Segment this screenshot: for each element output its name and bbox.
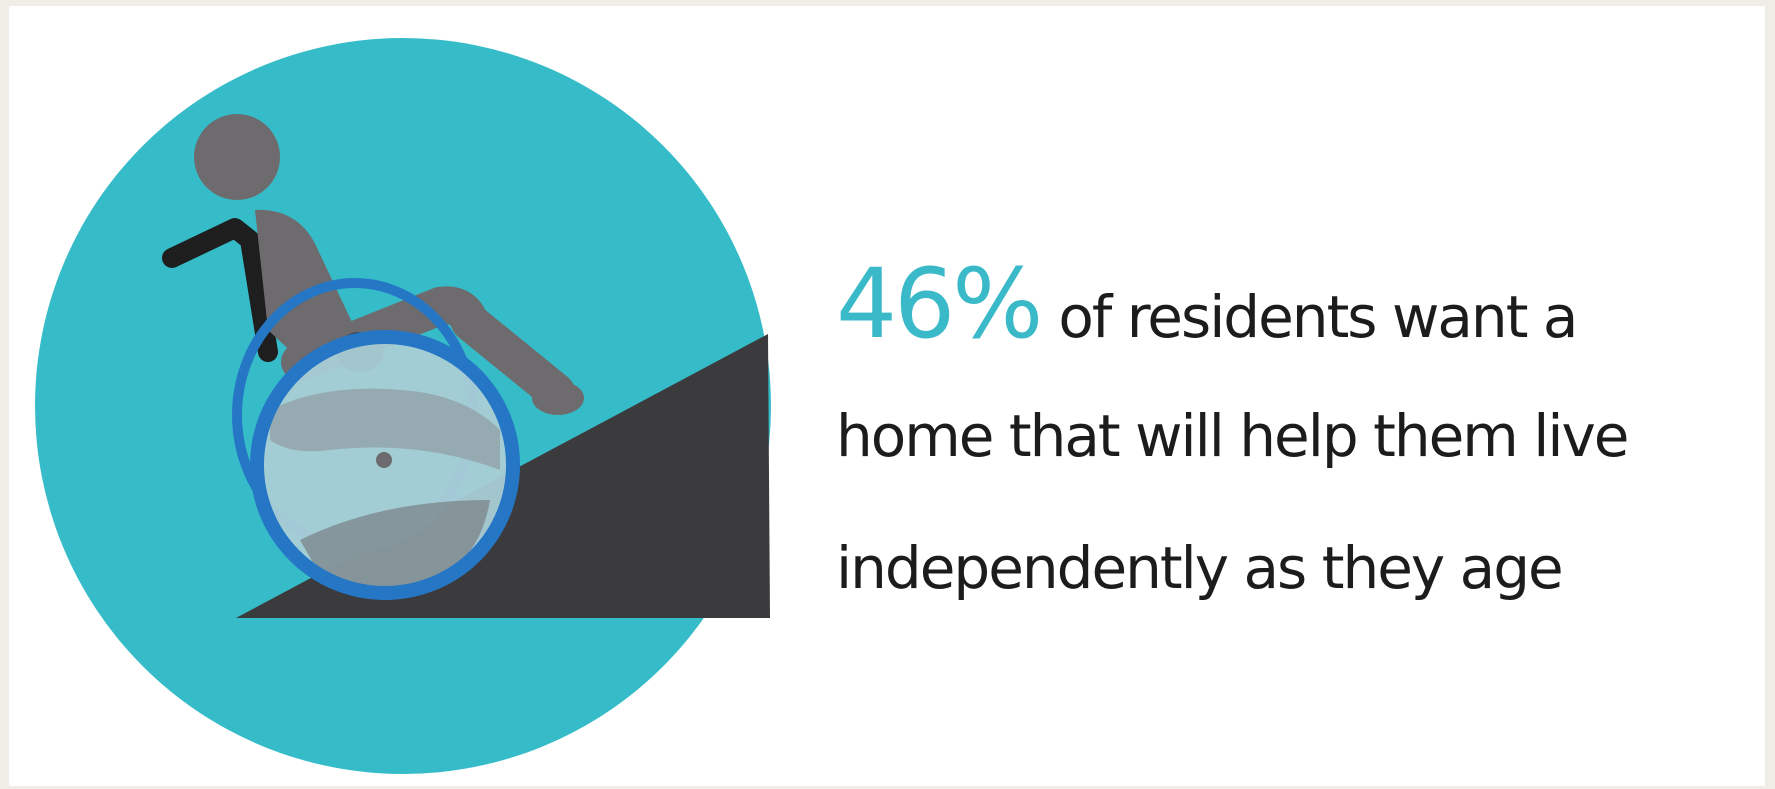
stat-line-2: home that will help them live	[836, 402, 1629, 470]
statistic-text: 46% of residents want a home that will he…	[836, 238, 1756, 634]
figure-head	[194, 114, 280, 200]
stat-line-1: 46% of residents want a	[836, 238, 1756, 370]
figure-foot	[532, 381, 584, 415]
stat-percentage: 46%	[836, 248, 1043, 360]
wheel-lower-shade	[300, 500, 490, 591]
wheel-hub	[376, 452, 392, 468]
stat-line-3: independently as they age	[836, 534, 1564, 602]
wheelchair-handle	[162, 218, 278, 362]
figure-torso	[255, 209, 358, 360]
wheelchair-ramp-icon	[35, 38, 771, 774]
stat-line-1-text: of residents want a	[1058, 283, 1578, 351]
wheel-rim	[250, 330, 520, 600]
figure-leg	[281, 286, 575, 411]
wheel-inner-shade	[270, 388, 500, 470]
